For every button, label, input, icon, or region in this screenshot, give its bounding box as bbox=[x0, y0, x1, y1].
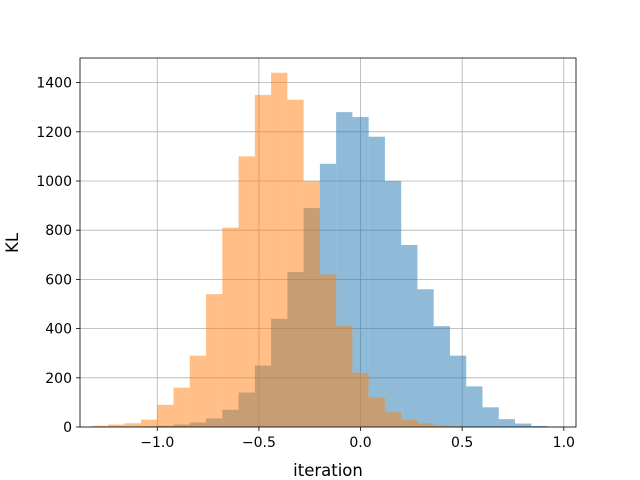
histogram-bar bbox=[222, 227, 239, 427]
x-axis-label: iteration bbox=[293, 461, 363, 480]
x-axis-ticks: −1.0 −0.5 0.0 0.5 1.0 bbox=[140, 427, 575, 451]
y-tick-label: 800 bbox=[45, 223, 72, 239]
histogram-bar bbox=[417, 423, 434, 427]
y-tick-label: 600 bbox=[45, 272, 72, 288]
histogram-bar bbox=[498, 419, 516, 427]
histogram-bar bbox=[254, 94, 272, 428]
histogram-bar bbox=[108, 424, 125, 427]
x-tick-label: −0.5 bbox=[242, 435, 276, 451]
plot-frame bbox=[79, 57, 577, 428]
y-axis-ticks: 0 200 400 600 800 1000 1200 1400 bbox=[36, 76, 80, 436]
histogram-bar bbox=[189, 355, 207, 427]
histogram-bar bbox=[352, 372, 369, 427]
histogram-bars bbox=[92, 72, 548, 428]
histogram-bar bbox=[531, 426, 548, 427]
histogram-bar bbox=[368, 136, 385, 427]
histogram-bar bbox=[173, 387, 190, 427]
histogram-bar bbox=[238, 156, 255, 427]
histogram-bar bbox=[417, 289, 434, 427]
y-axis-label: KL bbox=[3, 232, 22, 253]
histogram-bar bbox=[368, 397, 385, 427]
histogram-bar bbox=[433, 425, 450, 427]
y-tick-label: 1200 bbox=[36, 125, 72, 141]
histogram-bar bbox=[157, 404, 174, 427]
y-tick-label: 1000 bbox=[36, 174, 72, 190]
histogram-bar bbox=[401, 419, 418, 427]
histogram-bar bbox=[336, 326, 353, 427]
x-tick-label: 0.0 bbox=[349, 435, 371, 451]
histogram-bar bbox=[352, 117, 369, 427]
x-tick-label: 0.5 bbox=[451, 435, 473, 451]
x-tick-label: 1.0 bbox=[553, 435, 575, 451]
histogram-bar bbox=[449, 355, 467, 427]
histogram-bar bbox=[319, 274, 337, 427]
histogram-bar bbox=[384, 181, 402, 427]
y-tick-label: 0 bbox=[63, 420, 72, 436]
histogram-bar bbox=[92, 425, 109, 427]
histogram-bar bbox=[384, 412, 402, 427]
series-1-bars bbox=[92, 72, 467, 428]
y-tick-label: 1400 bbox=[36, 76, 72, 92]
histogram-bar bbox=[124, 423, 141, 427]
histogram-bar bbox=[433, 326, 450, 427]
histogram-bar bbox=[401, 244, 418, 427]
y-tick-label: 200 bbox=[45, 371, 72, 387]
histogram-bar bbox=[303, 181, 320, 427]
x-tick-label: −1.0 bbox=[140, 435, 174, 451]
y-tick-label: 400 bbox=[45, 322, 72, 338]
histogram-bar bbox=[482, 407, 499, 427]
histogram-bar bbox=[206, 294, 223, 427]
histogram-bar bbox=[515, 423, 532, 427]
histogram-bar bbox=[271, 72, 288, 427]
histogram-bar bbox=[287, 99, 304, 427]
histogram-bar bbox=[140, 419, 158, 427]
histogram-bar bbox=[466, 386, 483, 427]
